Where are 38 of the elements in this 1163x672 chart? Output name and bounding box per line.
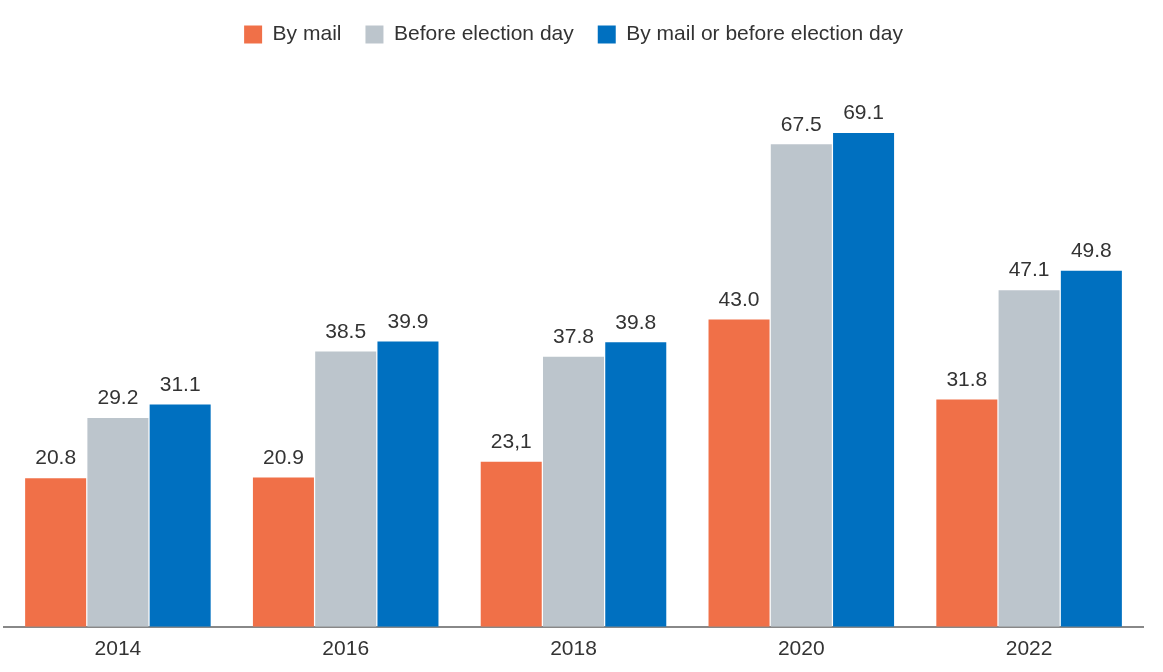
bar [770,144,832,627]
data-label: 29.2 [97,385,139,409]
data-label: 20.8 [35,445,77,469]
legend-label: Before election day [393,21,575,45]
data-label: 39.9 [387,308,429,332]
bar [936,399,998,627]
data-label: 37.8 [553,323,594,347]
bar [542,356,605,627]
data-label: 43.0 [718,286,760,310]
data-label: 69.1 [843,100,884,124]
x-tick-label: 2018 [550,636,597,660]
legend-label: By mail or before election day [626,21,904,45]
bar [315,351,377,627]
bar [833,132,895,627]
bar [480,461,542,627]
bar [87,418,149,627]
bar [377,341,439,627]
data-label: 49.8 [1070,238,1112,262]
x-tick-label: 2016 [322,636,370,660]
data-label: 31.8 [946,366,988,390]
bar [708,319,770,627]
bar [605,342,667,627]
data-label: 38.5 [325,318,367,342]
bar [1060,270,1122,627]
data-label: 23,1 [490,428,532,452]
data-label: 67.5 [780,111,822,135]
bar [998,290,1060,627]
x-tick-label: 2022 [1005,636,1053,660]
data-label: 39.8 [615,309,657,333]
data-label: 47.1 [1008,257,1050,281]
x-tick-label: 2020 [777,636,825,660]
bar [25,478,87,627]
data-label: 31.1 [159,371,201,395]
x-tick-label: 2014 [94,636,142,660]
data-label: 20.9 [263,444,304,468]
bar [149,404,211,627]
legend-label: By mail [272,21,342,45]
bar [252,477,314,627]
